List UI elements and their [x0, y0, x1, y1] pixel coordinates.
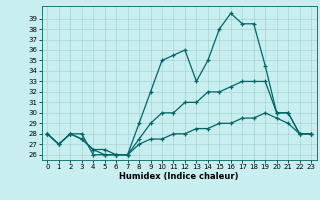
X-axis label: Humidex (Indice chaleur): Humidex (Indice chaleur) — [119, 172, 239, 181]
